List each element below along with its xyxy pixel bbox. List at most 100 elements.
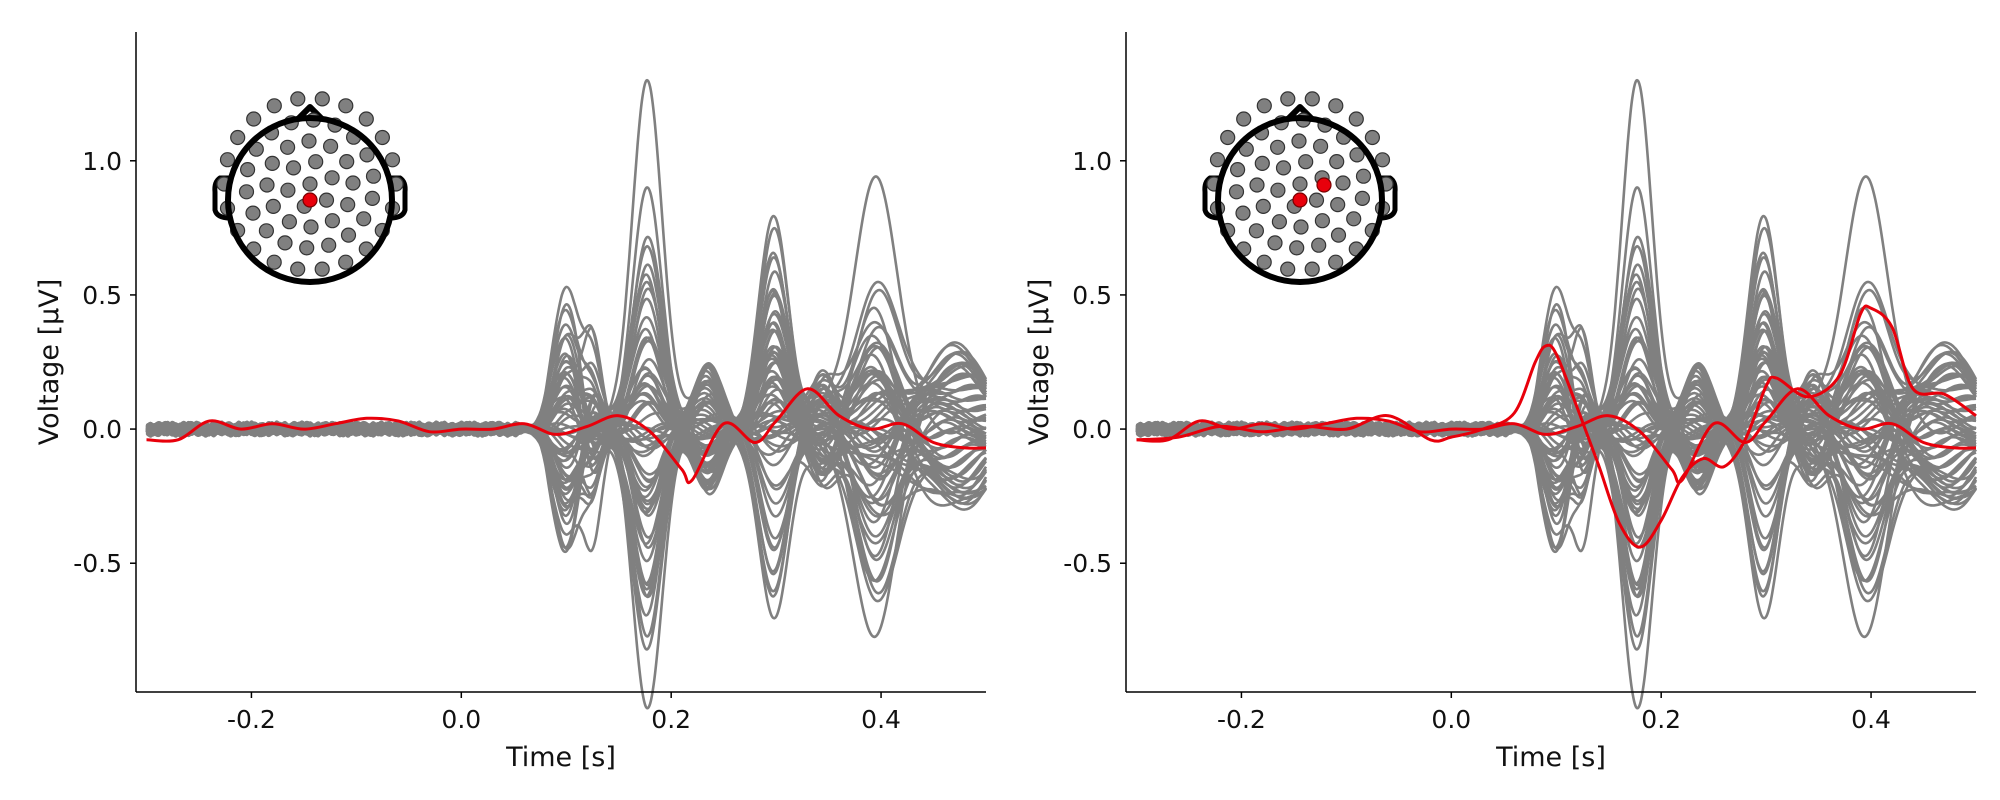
- electrode-dot: [302, 176, 318, 192]
- electrode-dot: [314, 91, 330, 107]
- electrode-dot: [1292, 176, 1308, 192]
- electrode-dot: [1267, 235, 1283, 251]
- electrode-dot: [1355, 168, 1372, 184]
- electrode-dot: [259, 177, 275, 193]
- x-tick-label: 0.2: [1641, 705, 1681, 734]
- electrode-dot: [340, 197, 356, 213]
- electrode-dot: [374, 129, 390, 146]
- electrode-dot: [1280, 261, 1296, 277]
- electrode-dot: [1293, 219, 1309, 235]
- electrode-dot: [277, 235, 293, 251]
- left-x-axis-title: Time [s]: [505, 742, 616, 773]
- electrode-dot: [384, 152, 401, 168]
- electrode-dot: [285, 160, 302, 176]
- highlighted-electrode-dot: [1316, 177, 1332, 193]
- electrode-dot: [1249, 177, 1265, 193]
- electrode-dot: [265, 198, 281, 214]
- electrode-dot: [230, 129, 246, 146]
- head-outline: [225, 115, 395, 285]
- y-tick-label: 1.0: [1072, 147, 1112, 176]
- y-tick-label: -0.5: [1063, 549, 1112, 578]
- electrode-dot: [258, 223, 274, 239]
- electrode-dot: [1313, 138, 1329, 154]
- electrode-dot: [1270, 139, 1286, 155]
- electrode-dot: [340, 227, 357, 243]
- electrode-dot: [1328, 98, 1344, 114]
- left-head-montage-inset: [212, 91, 408, 285]
- channel-trace: [146, 344, 987, 573]
- electrode-dot: [356, 211, 372, 227]
- channel-trace: [145, 312, 987, 617]
- highlighted-channel-trace: [146, 387, 987, 485]
- electrode-dot: [1304, 91, 1320, 107]
- electrode-dot: [1349, 147, 1365, 163]
- right-x-axis-title: Time [s]: [1495, 742, 1606, 773]
- electrode-dot: [1270, 182, 1286, 198]
- electrode-dot: [1364, 129, 1380, 146]
- electrode-dot: [324, 170, 340, 186]
- x-tick-label: 0.0: [1431, 705, 1471, 734]
- y-tick-label: -0.5: [73, 549, 122, 578]
- electrode-dot: [280, 139, 296, 155]
- head-outline: [1215, 115, 1385, 285]
- electrode-dot: [321, 237, 337, 253]
- electrode-dot: [281, 214, 297, 230]
- left-y-ticks: -0.5 0.0 0.5 1.0: [73, 147, 136, 578]
- electrode-dot: [1280, 91, 1296, 107]
- right-background-traces: [1135, 78, 1978, 710]
- y-tick-label: 1.0: [82, 147, 122, 176]
- electrode-dot: [1311, 237, 1327, 253]
- electrode-dot: [1236, 111, 1252, 127]
- electrode-dot: [338, 254, 354, 270]
- channel-trace: [1135, 245, 1977, 518]
- y-tick-label: 0.0: [82, 415, 122, 444]
- left-background-traces: [145, 78, 988, 710]
- electrode-dot: [365, 168, 382, 184]
- electrode-dot: [1228, 184, 1245, 200]
- electrode-dot: [324, 213, 340, 229]
- electrode-dot: [345, 175, 361, 191]
- electrode-dot: [1329, 154, 1345, 170]
- channel-trace: [1135, 312, 1977, 617]
- electrode-dot: [1354, 190, 1370, 206]
- electrode-dot: [219, 152, 236, 168]
- electrode-dot: [280, 182, 296, 198]
- highlighted-channel-trace: [1136, 304, 1977, 549]
- electrode-dot: [1335, 175, 1351, 191]
- electrode-dot: [1209, 152, 1226, 168]
- right-y-ticks: -0.5 0.0 0.5 1.0: [1063, 147, 1126, 578]
- electrode-dot: [1308, 192, 1325, 208]
- channel-trace: [1136, 344, 1977, 573]
- electrode-dot: [1346, 211, 1362, 227]
- electrode-dot: [1328, 254, 1344, 270]
- electrode-dot: [1304, 261, 1320, 277]
- electrode-dot: [290, 261, 306, 277]
- electrode-dot: [314, 261, 330, 277]
- highlighted-electrode-dot: [302, 192, 318, 208]
- electrode-dot: [1330, 227, 1347, 243]
- electrode-dot: [1271, 214, 1287, 230]
- electrode-dot: [1348, 111, 1364, 127]
- electrode-dot: [1374, 152, 1391, 168]
- channel-trace: [145, 398, 987, 552]
- electrode-dot: [290, 91, 306, 107]
- left-chart-svg: -0.2 0.0 0.2 0.4 -0.5 0.0 0.5 1.0 Time [s] Vol…: [34, 32, 988, 773]
- electrode-dot: [1220, 129, 1236, 146]
- electrode-dot: [1330, 197, 1346, 213]
- y-tick-label: 0.5: [1072, 281, 1112, 310]
- electrode-dot: [1256, 98, 1272, 114]
- right-x-ticks: -0.2 0.0 0.2 0.4: [1217, 692, 1891, 734]
- left-y-axis-title: Voltage [µV]: [34, 279, 65, 446]
- channel-trace: [145, 245, 987, 518]
- left-highlighted-traces: [146, 387, 987, 485]
- electrode-dot: [1291, 133, 1307, 149]
- right-head-montage-inset: [1202, 91, 1398, 285]
- electrode-dot: [245, 205, 261, 221]
- x-tick-label: 0.4: [861, 705, 901, 734]
- electrode-dot: [364, 190, 380, 206]
- right-chart-panel: -0.2 0.0 0.2 0.4 -0.5 0.0 0.5 1.0 Time [s] Vol…: [990, 0, 1990, 800]
- electrode-dot: [1275, 160, 1292, 176]
- y-tick-label: 0.5: [82, 281, 122, 310]
- x-tick-label: 0.4: [1851, 705, 1891, 734]
- left-chart-panel: -0.2 0.0 0.2 0.4 -0.5 0.0 0.5 1.0 Time [s] Vol…: [34, 32, 988, 773]
